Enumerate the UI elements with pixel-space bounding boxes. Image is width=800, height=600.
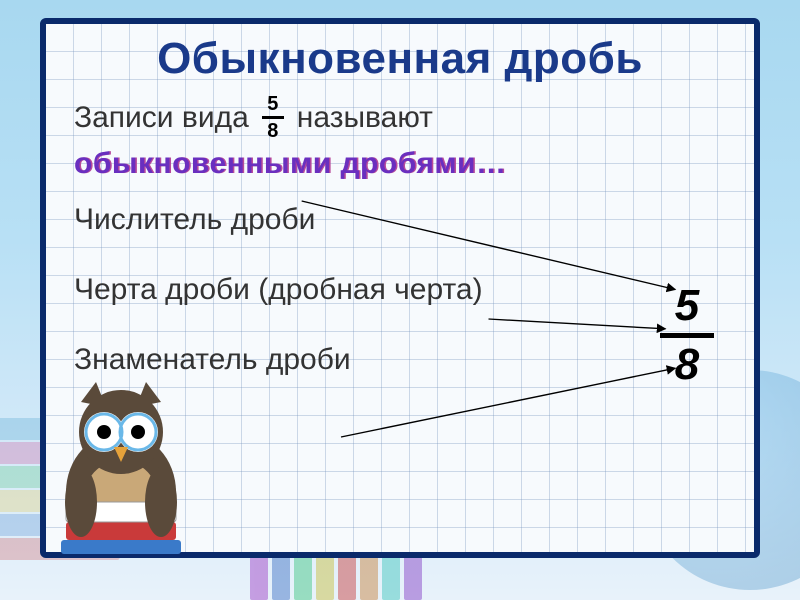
small-fraction-denominator: 8 bbox=[267, 121, 278, 141]
big-fraction-bar bbox=[660, 333, 714, 338]
big-fraction-numerator: 5 bbox=[675, 284, 699, 328]
owl-illustration bbox=[36, 372, 206, 562]
small-fraction-numerator: 5 bbox=[267, 94, 278, 114]
fraction-bar-label: Черта дроби (дробная черта) bbox=[74, 273, 726, 307]
term-name: обыкновенными дробями… bbox=[74, 147, 726, 181]
numerator-label: Числитель дроби bbox=[74, 203, 726, 237]
intro-after: называют bbox=[297, 101, 433, 135]
page-title: Обыкновенная дробь bbox=[74, 34, 726, 84]
big-fraction: 5 8 bbox=[660, 284, 714, 387]
intro-before: Записи вида bbox=[74, 101, 249, 135]
lesson-board: Обыкновенная дробь Записи вида 5 8 назыв… bbox=[40, 18, 760, 558]
small-fraction: 5 8 bbox=[262, 94, 284, 141]
big-fraction-denominator: 8 bbox=[675, 343, 699, 387]
intro-line: Записи вида 5 8 называют bbox=[74, 94, 726, 141]
small-fraction-bar bbox=[262, 116, 284, 119]
